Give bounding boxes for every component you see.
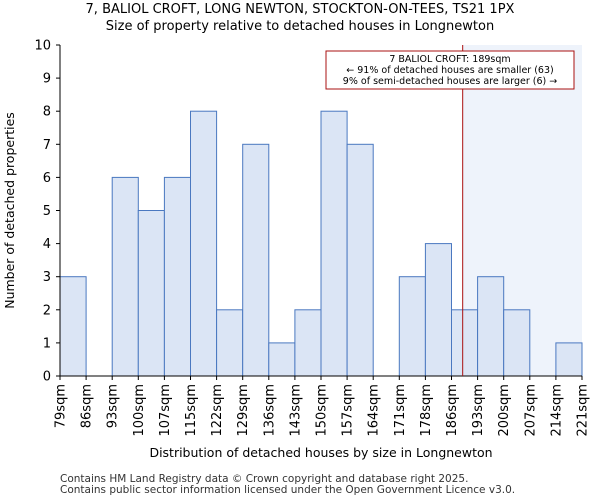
bar-178sqm bbox=[424, 243, 452, 377]
x-tick-label: 107sqm bbox=[158, 384, 173, 437]
chart-svg: 0 1 2 3 4 5 6 7 8 9 10 79sqm 86sqm 93sqm 100sqm 107sqm… bbox=[2, 39, 591, 461]
bar-93sqm bbox=[111, 176, 139, 377]
y-tick-label: 1 bbox=[43, 336, 51, 351]
y-tick-label: 7 bbox=[43, 138, 51, 153]
x-tick-label: 93sqm bbox=[106, 384, 121, 428]
bar-79sqm bbox=[59, 276, 87, 377]
x-tick-label: 186sqm bbox=[445, 384, 460, 437]
x-tick-label: 122sqm bbox=[210, 384, 225, 437]
x-tick-label: 207sqm bbox=[523, 384, 538, 437]
x-tick-label: 79sqm bbox=[54, 384, 69, 428]
bar-186sqm bbox=[451, 309, 479, 377]
chart-title: 7, BALIOL CROFT, LONG NEWTON, STOCKTON-O… bbox=[85, 2, 515, 17]
annotation-border bbox=[325, 50, 575, 90]
y-tick-label: 4 bbox=[43, 237, 51, 252]
footer-licence: Contains public sector information licen… bbox=[60, 484, 516, 496]
x-tick-label: 178sqm bbox=[419, 384, 434, 437]
x-tick-label: 129sqm bbox=[236, 384, 251, 437]
y-tick-label: 5 bbox=[43, 204, 51, 219]
annotation-line-3: 9% of semi-detached houses are larger (6… bbox=[343, 76, 557, 87]
bar-100sqm bbox=[137, 210, 165, 377]
y-tick-label: 8 bbox=[43, 105, 51, 120]
annotation-line-2: ← 91% of detached houses are smaller (63… bbox=[346, 65, 553, 76]
x-tick-label: 200sqm bbox=[497, 384, 512, 437]
y-axis-label: Number of detached properties bbox=[2, 112, 17, 309]
x-tick-label: 100sqm bbox=[132, 384, 147, 437]
x-tick-label: 86sqm bbox=[80, 384, 95, 428]
y-tick-label: 9 bbox=[43, 72, 51, 87]
bar-157sqm bbox=[346, 143, 374, 377]
bar-150sqm bbox=[320, 110, 348, 377]
x-tick-label: 136sqm bbox=[262, 384, 277, 437]
annotation-line-1: 7 BALIOL CROFT: 189sqm bbox=[389, 54, 510, 65]
chart-subtitle: Size of property relative to detached ho… bbox=[105, 19, 495, 34]
x-tick-label: 214sqm bbox=[549, 384, 564, 437]
bar-136sqm bbox=[268, 342, 296, 377]
bar-214sqm bbox=[555, 342, 583, 377]
bar-115sqm bbox=[190, 110, 218, 377]
footer-copyright: Contains HM Land Registry data © Crown c… bbox=[60, 473, 469, 485]
x-tick-label: 221sqm bbox=[576, 384, 591, 437]
bar-171sqm bbox=[398, 276, 426, 377]
x-tick-label: 150sqm bbox=[315, 384, 330, 437]
x-tick-label: 157sqm bbox=[341, 384, 356, 437]
x-tick-label: 193sqm bbox=[471, 384, 486, 437]
y-tick-label: 10 bbox=[34, 39, 51, 54]
bar-122sqm bbox=[216, 309, 244, 377]
x-tick-label: 171sqm bbox=[393, 384, 408, 437]
bar-193sqm bbox=[477, 276, 505, 377]
y-tick-label: 6 bbox=[43, 171, 51, 186]
x-tick-label: 164sqm bbox=[367, 384, 382, 437]
annotation-box: 7 BALIOL CROFT: 189sqm ← 91% of detached… bbox=[325, 50, 575, 90]
bar-129sqm bbox=[242, 143, 270, 377]
x-tick-label: 143sqm bbox=[288, 384, 303, 437]
x-axis-label: Distribution of detached houses by size … bbox=[149, 445, 492, 460]
y-tick-label: 3 bbox=[43, 270, 51, 285]
y-tick-label: 2 bbox=[43, 303, 51, 318]
x-tick-label: 115sqm bbox=[184, 384, 199, 437]
y-tick-label: 0 bbox=[43, 370, 51, 385]
bar-107sqm bbox=[163, 176, 191, 377]
bar-143sqm bbox=[294, 309, 322, 377]
bar-200sqm bbox=[503, 309, 531, 377]
